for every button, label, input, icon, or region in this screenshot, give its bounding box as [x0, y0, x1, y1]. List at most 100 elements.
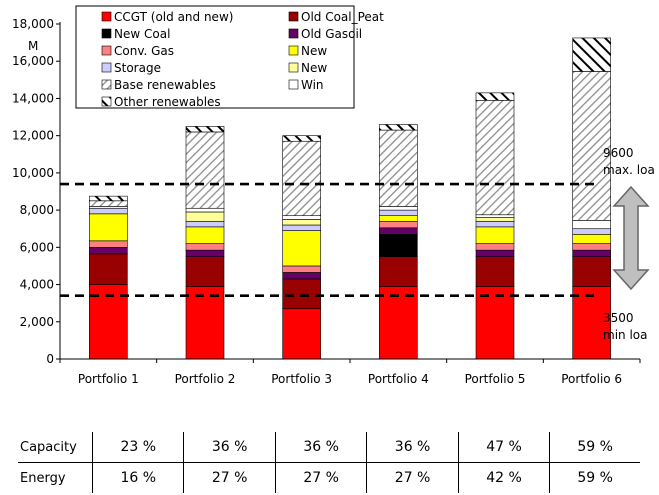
bar-segment	[185, 211, 225, 222]
bar-segment	[89, 213, 128, 242]
legend-swatch	[101, 11, 112, 22]
bar-segment	[572, 220, 611, 230]
bar-segment	[185, 286, 225, 360]
bar-segment	[475, 214, 515, 218]
bar-segment	[379, 206, 418, 211]
summary-row-label: Energy	[18, 462, 93, 493]
bar-segment	[282, 272, 321, 280]
bar-segment	[475, 217, 515, 222]
y-axis: 0 2,000 4,000 6,000 8,000 10,000 12,000 14,000 1…	[12, 17, 61, 366]
legend-box	[75, 5, 355, 109]
y-tick-label: 16,000	[12, 54, 54, 68]
load-range-arrow-shape	[612, 185, 650, 291]
bar-segment	[185, 226, 225, 244]
legend-label: Storage	[114, 61, 161, 75]
bar-segment	[475, 220, 515, 228]
bar-segment	[282, 140, 321, 216]
summary-row-label: Capacity	[18, 432, 93, 463]
bar-segment	[475, 243, 515, 251]
y-axis-unit-label: M	[28, 39, 38, 53]
bar-segment	[282, 224, 321, 231]
bar-segment	[379, 220, 418, 229]
summary-cell: 59 %	[577, 470, 613, 486]
summary-cell: 36 %	[366, 432, 459, 463]
legend-swatch	[288, 45, 299, 56]
legend-swatch	[101, 62, 112, 73]
bar-segment	[89, 240, 128, 248]
legend-swatch	[288, 28, 299, 39]
legend-label: CCGT (old and new)	[114, 10, 233, 24]
bar-segment	[379, 227, 418, 235]
bar-segment	[282, 215, 321, 220]
summary-cell: 59 %	[549, 432, 640, 463]
bar-segment	[475, 226, 515, 244]
bar-segment	[282, 308, 321, 360]
bar-stack	[282, 135, 321, 360]
summary-cell: 27 %	[366, 462, 459, 493]
share-summary-table: Capacity 23 % 36 % 36 % 36 % 47 % 59 % Energy 16…	[18, 432, 640, 493]
bar-segment	[572, 256, 611, 287]
y-tick-label: 10,000	[12, 166, 54, 180]
bar-segment	[572, 37, 611, 72]
bar-segment	[379, 129, 418, 207]
legend-label: Win	[301, 78, 324, 92]
bar-segment	[475, 100, 515, 216]
bar-segment	[572, 234, 611, 244]
y-tick-label: 2,000	[20, 315, 54, 329]
bar-segment	[185, 220, 225, 228]
bar-segment	[282, 135, 321, 142]
summary-cell: 16 %	[92, 462, 185, 493]
bar-segment	[475, 256, 515, 287]
legend-swatch	[101, 79, 112, 90]
legend-swatch	[101, 45, 112, 56]
legend-label: Other renewables	[114, 95, 221, 109]
y-tick-label: 6,000	[20, 240, 54, 254]
summary-row: Capacity 23 % 36 % 36 % 36 % 47 % 59 %	[18, 432, 640, 463]
summary-cell: 23 %	[92, 432, 185, 463]
y-tick-label: 14,000	[12, 91, 54, 105]
summary-cell: 42 %	[458, 462, 551, 493]
legend-label: Base renewables	[114, 78, 216, 92]
x-tick-label: Portfolio 4	[368, 372, 429, 386]
bar-stack	[572, 37, 611, 360]
bar-segment	[282, 219, 321, 226]
bar-segment	[379, 209, 418, 216]
x-tick-label: Portfolio 3	[271, 372, 332, 386]
reference-label-text: max. loa	[603, 163, 655, 177]
summary-cell: 47 %	[458, 432, 551, 463]
y-tick-label: 12,000	[12, 129, 54, 143]
bar-segment	[185, 249, 225, 257]
bar-segment	[282, 230, 321, 267]
bar-segment	[89, 195, 128, 202]
bar-segment	[475, 249, 515, 257]
reference-label-text: min loa	[603, 328, 647, 342]
legend-label: Old Gasoil	[301, 27, 362, 41]
y-tick-label: 4,000	[20, 278, 54, 292]
stacked-bar-chart: 0 2,000 4,000 6,000 8,000 10,000 12,000 14,000 1…	[12, 5, 655, 386]
legend-label: New	[301, 61, 327, 75]
bar-stack	[475, 92, 515, 360]
legend-swatch	[288, 11, 299, 22]
legend-label: New Coal	[114, 27, 170, 41]
bar-segment	[572, 249, 611, 257]
bar-segment	[185, 256, 225, 287]
x-tick-label: Portfolio 5	[465, 372, 526, 386]
bar-segment	[89, 207, 128, 215]
bar-segment	[475, 286, 515, 360]
bar-stack	[185, 126, 225, 360]
summary-cell: 27 %	[183, 462, 276, 493]
x-tick-label: Portfolio 1	[78, 372, 139, 386]
bar-segment	[379, 124, 418, 131]
bar-stack	[379, 124, 418, 360]
reference-lines: 9600 max. loa 3500 min loa	[60, 146, 655, 342]
summary-cell: 36 %	[275, 432, 368, 463]
summary-row: Energy 16 % 27 % 27 % 27 % 42 % 59 %	[18, 462, 640, 493]
x-axis: Portfolio 1 Portfolio 2 Portfolio 3 Portfol…	[59, 358, 641, 386]
x-tick-label: Portfolio 6	[561, 372, 622, 386]
legend-label: Old Coal_Peat	[301, 10, 384, 24]
bar-segment	[89, 200, 128, 207]
y-tick-label: 18,000	[12, 17, 54, 31]
legend-swatch	[288, 79, 299, 90]
bar-segment	[89, 247, 128, 255]
legend-swatch	[288, 62, 299, 73]
